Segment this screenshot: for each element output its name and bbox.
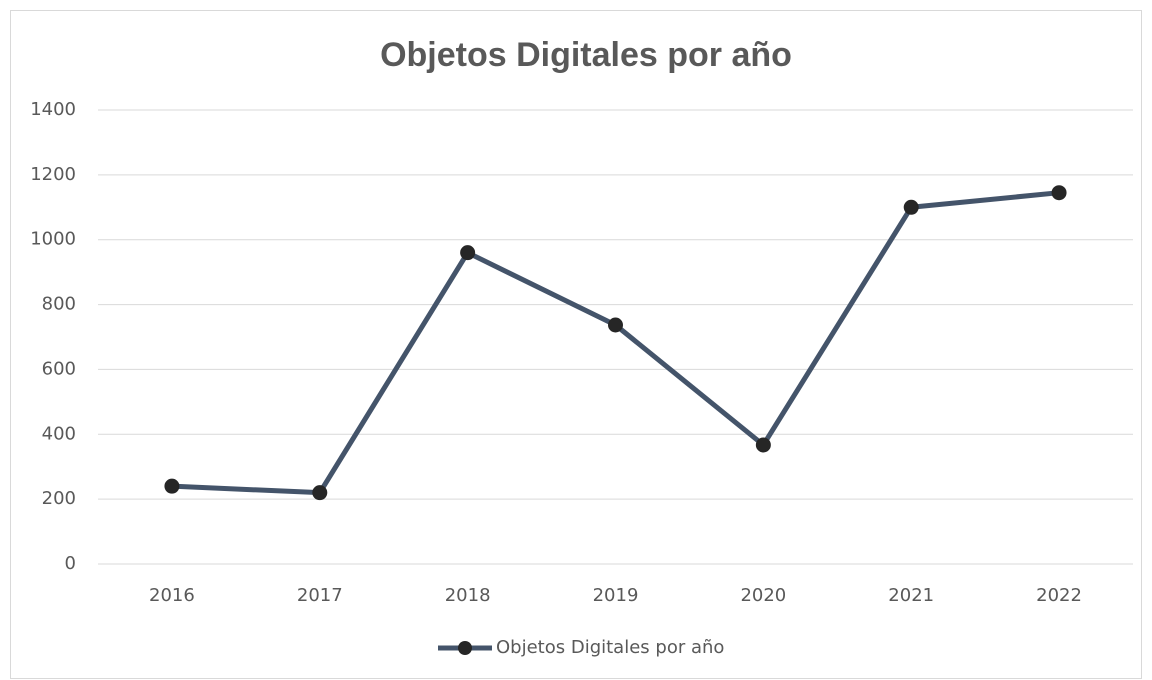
point-marker — [1051, 185, 1067, 201]
point-marker — [164, 478, 180, 494]
x-tick-label: 2017 — [297, 585, 343, 606]
x-tick-label: 2022 — [1036, 585, 1082, 606]
point-marker — [312, 485, 328, 501]
y-tick-label: 200 — [42, 488, 76, 509]
y-tick-label: 800 — [42, 294, 76, 315]
x-tick-label: 2018 — [445, 585, 491, 606]
y-tick-label: 1200 — [30, 164, 76, 185]
y-tick-label: 400 — [42, 423, 76, 444]
x-tick-label: 2019 — [593, 585, 639, 606]
y-tick-label: 1000 — [30, 229, 76, 250]
x-tick-label: 2021 — [888, 585, 934, 606]
chart-frame — [10, 10, 1142, 679]
chart-title: Objetos Digitales por año — [380, 36, 792, 74]
point-marker — [755, 437, 771, 453]
x-tick-label: 2016 — [149, 585, 195, 606]
y-tick-label: 0 — [65, 553, 76, 574]
y-tick-label: 1400 — [30, 99, 76, 120]
point-marker — [608, 317, 623, 333]
point-marker — [460, 245, 476, 261]
y-tick-label: 600 — [42, 358, 76, 379]
legend-label: Objetos Digitales por año — [496, 637, 724, 658]
point-marker — [903, 199, 919, 215]
legend-marker — [458, 641, 472, 655]
x-tick-label: 2020 — [740, 585, 786, 606]
